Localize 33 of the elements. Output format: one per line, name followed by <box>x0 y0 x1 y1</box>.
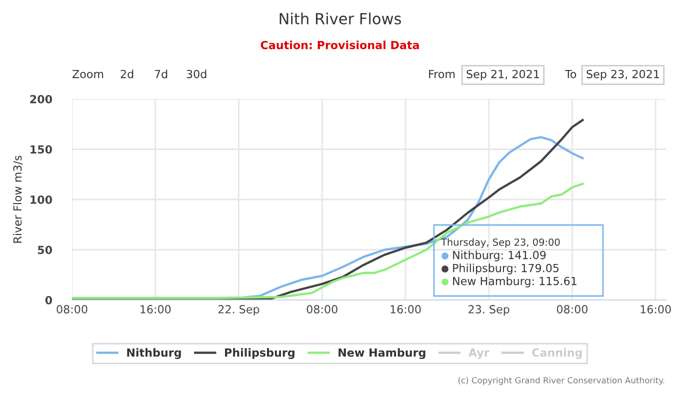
y-tick-label: 200 <box>30 94 52 104</box>
text: To <box>564 70 576 78</box>
chart-title: Nith River Flows <box>280 12 401 24</box>
y-tick-label: 150 <box>30 145 52 154</box>
x-tick-label: 16:00 <box>390 305 421 314</box>
annotation: New Hamburg: 115.61 <box>453 276 576 288</box>
x-tick-label: 16:00 <box>140 305 171 314</box>
text: Zoom <box>72 70 104 78</box>
legend-label: New Hamburg <box>338 348 426 359</box>
annotation: Thursday, Sep 23, 09:00 <box>440 238 560 248</box>
text: 2d <box>120 70 134 78</box>
y-axis-title: River Flow m3/s <box>13 156 23 243</box>
text: From <box>429 70 455 78</box>
chart-subtitle: Caution: Provisional Data <box>260 40 419 50</box>
text: (c) Copyright Grand River Conservation Authority. <box>458 376 664 386</box>
legend-label: Philipsburg <box>225 348 294 359</box>
x-tick-label: 23. Sep <box>468 305 510 316</box>
y-tick-label: 0 <box>45 296 52 304</box>
legend-label: Nithburg <box>127 348 181 359</box>
text: Sep 21, 2021 <box>466 70 539 80</box>
annotation: Philipsburg: 179.05 <box>453 264 559 274</box>
text: Sep 23, 2021 <box>586 70 659 80</box>
y-tick-label: 100 <box>30 195 52 204</box>
x-tick-label: 08:00 <box>556 305 588 314</box>
text: 30d <box>186 70 206 78</box>
x-tick-label: 08:00 <box>56 305 88 314</box>
x-tick-label: 08:00 <box>306 305 338 314</box>
y-tick-label: 50 <box>38 246 52 254</box>
x-tick-label: 22. Sep <box>218 305 260 316</box>
text: 7d <box>154 70 168 78</box>
line-series <box>72 182 584 300</box>
x-tick-label: 16:00 <box>640 305 671 314</box>
annotation: Nithburg: 141.09 <box>453 250 546 262</box>
